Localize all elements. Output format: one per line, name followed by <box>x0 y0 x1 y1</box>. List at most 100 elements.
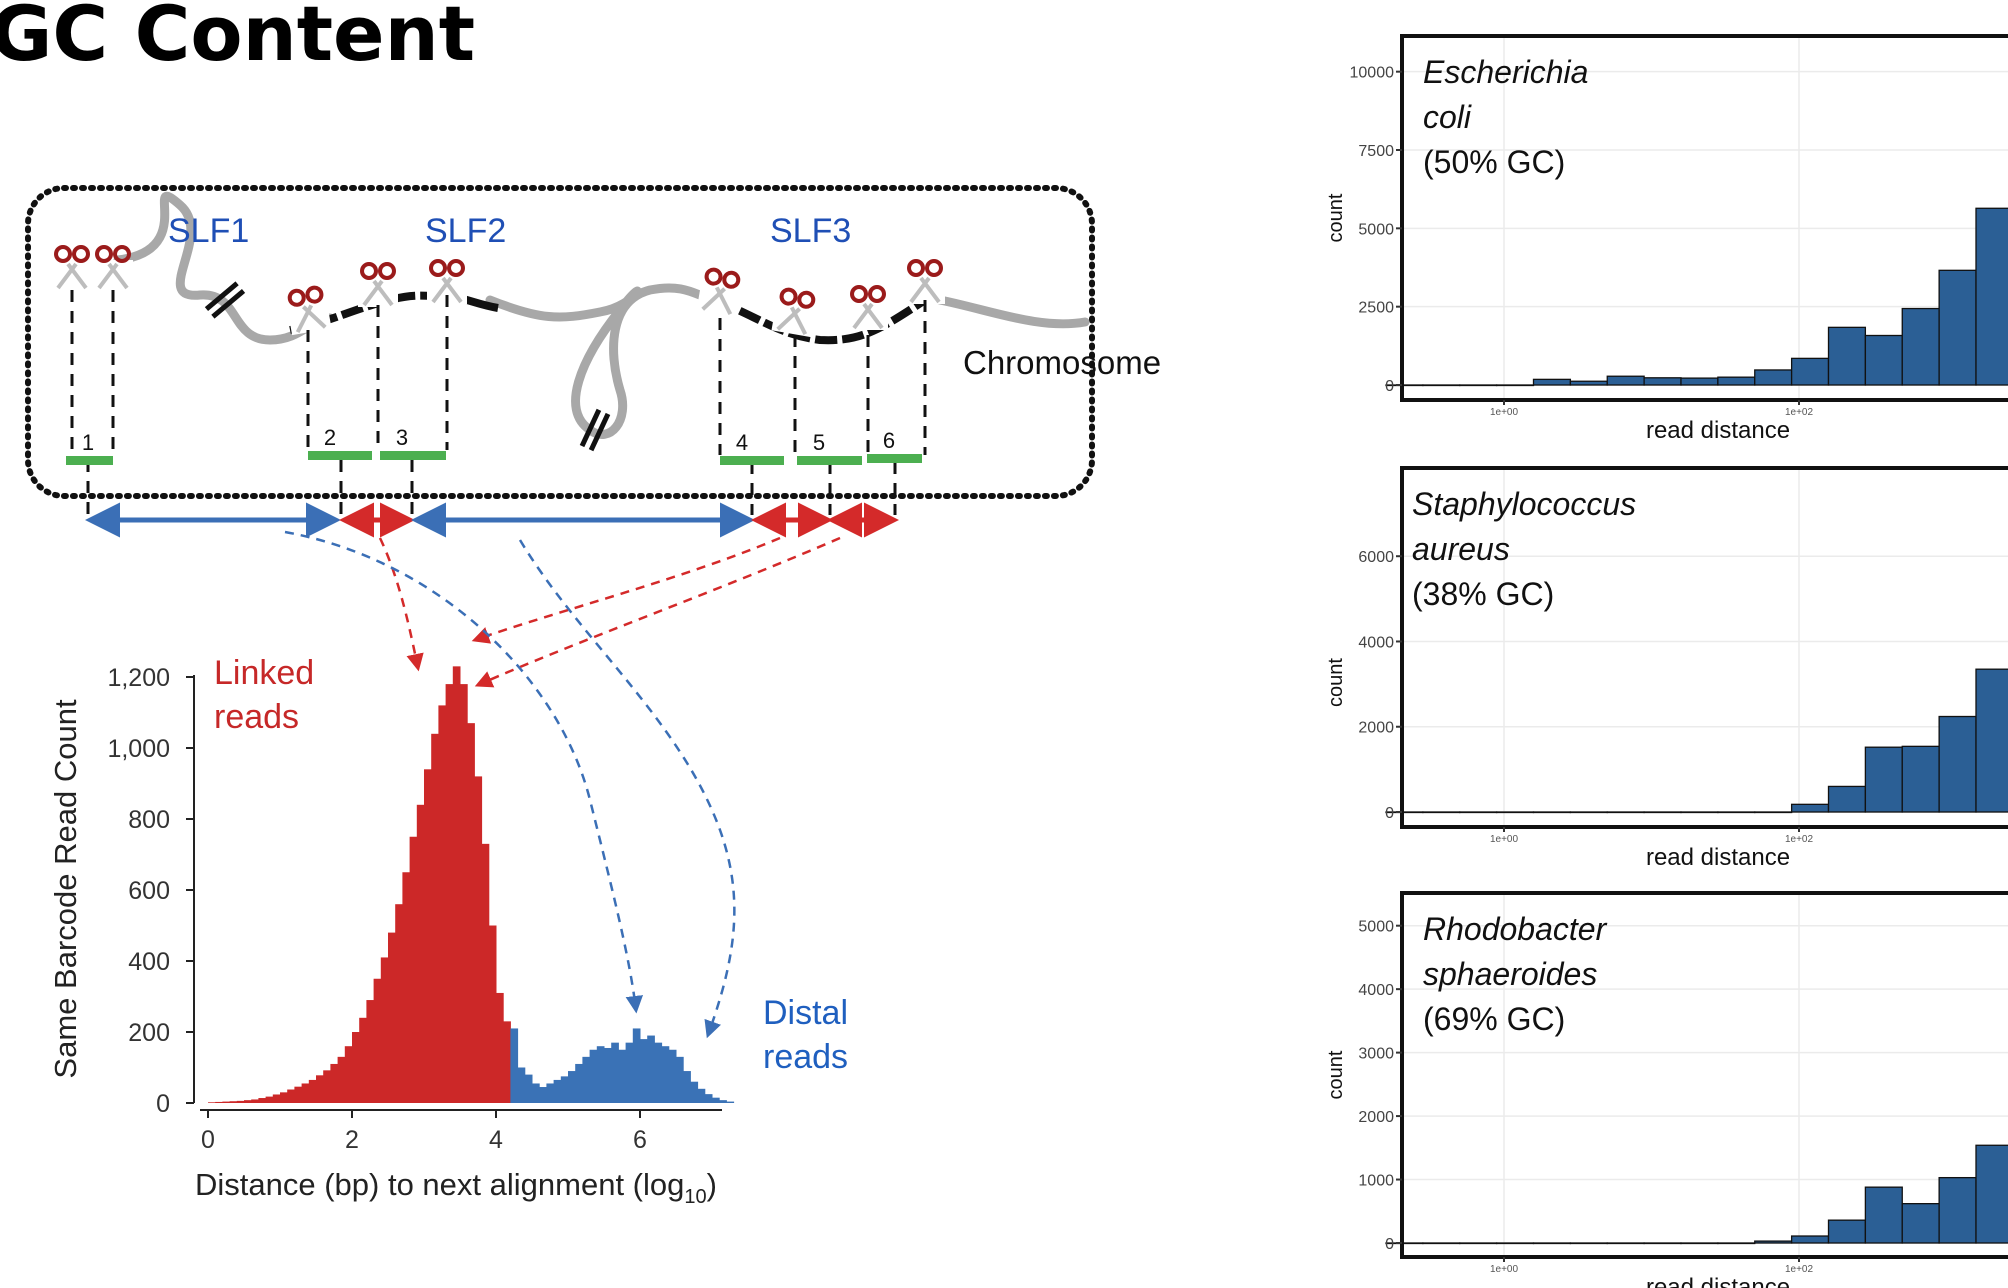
histogram-bar <box>1790 357 1830 386</box>
histogram-bar <box>1827 1219 1867 1244</box>
histogram-bar <box>1975 207 2008 386</box>
histogram-bar <box>640 1039 648 1103</box>
y-tick-label: 600 <box>128 877 170 905</box>
fragment-number: 5 <box>813 430 825 455</box>
histogram-bar <box>1532 378 1572 386</box>
histogram-bar <box>1901 1203 1940 1244</box>
histogram-bar <box>402 872 411 1103</box>
y-tick-label: 400 <box>128 948 170 976</box>
histogram-bar <box>222 1101 231 1103</box>
x-tick-label: 6 <box>633 1126 647 1154</box>
histogram-bar <box>524 1074 533 1103</box>
histogram-bar <box>496 992 504 1103</box>
species-name: Rhodobacter <box>1423 911 1608 947</box>
y-tick-label: 7500 <box>1358 143 1394 160</box>
gc-histograms: 0250050007500100001e+001e+021e+041e+06re… <box>1325 34 2008 1288</box>
pointer-curve <box>474 536 841 688</box>
fragment-bar <box>380 451 446 460</box>
histogram-bar <box>604 1047 612 1103</box>
histogram-bar <box>409 836 418 1103</box>
x-tick-label: 1e+02 <box>1785 834 1814 845</box>
pointer-curve <box>284 530 644 1014</box>
histogram-bar <box>215 1101 223 1103</box>
chromosome-schematic: 1 2 3 4 5 6 SLF1 SLF2 SLF3 Chromosome <box>25 185 1161 538</box>
histogram-bar <box>1864 1186 1903 1244</box>
pointer-curve <box>471 536 781 644</box>
x-tick-label: 1e+02 <box>1785 1264 1814 1275</box>
histogram-bar <box>618 1049 627 1103</box>
histogram-bar <box>280 1092 288 1103</box>
histogram-bar <box>1827 785 1867 813</box>
x-tick-label: 4 <box>489 1126 503 1154</box>
pointer-curve <box>378 537 424 672</box>
chromosome-label: Chromosome <box>963 344 1161 381</box>
histogram-bar <box>1717 811 1756 814</box>
fragment-bar <box>797 456 862 465</box>
histogram-bar <box>1717 1242 1756 1245</box>
x-axis-label: read distance <box>1646 844 1790 871</box>
x-tick-label: 1e+00 <box>1490 407 1519 418</box>
histogram-bar <box>445 684 454 1103</box>
histogram-bar <box>1754 369 1793 386</box>
histogram-bar <box>258 1098 267 1103</box>
histogram-bar <box>647 1035 655 1103</box>
histogram-bar <box>1680 1242 1719 1245</box>
fragment-number: 3 <box>396 425 408 450</box>
histogram-bar <box>1495 384 1535 387</box>
y-tick-label: 1,200 <box>107 664 170 692</box>
histogram-bar <box>1754 1240 1793 1244</box>
histogram-bar <box>1643 1242 1682 1245</box>
histogram-bar <box>208 1102 216 1103</box>
histogram-bar <box>337 1056 346 1103</box>
gc-histogram-panel: 0250050007500100001e+001e+021e+041e+06re… <box>1325 34 2008 444</box>
histogram-bar <box>1459 811 1498 814</box>
histogram-bar <box>532 1083 540 1103</box>
scissors-icon <box>771 287 817 338</box>
fragment-number: 2 <box>324 425 336 450</box>
chromosome-strand <box>113 191 335 345</box>
histogram-bar <box>373 978 382 1103</box>
y-tick-label: 5000 <box>1358 919 1394 936</box>
histogram-bar <box>1938 715 1977 813</box>
x-tick-label: 1e+00 <box>1490 834 1519 845</box>
histogram-bar <box>1790 803 1830 813</box>
histogram-bar <box>1569 380 1608 386</box>
y-tick-label: 4000 <box>1358 982 1394 999</box>
histogram-bar <box>1643 377 1682 386</box>
histogram-bar <box>452 666 461 1103</box>
histogram-bar <box>1864 334 1903 386</box>
scissors-icon <box>93 245 133 290</box>
y-tick-label: 2500 <box>1358 300 1394 317</box>
x-axis-label: Distance (bp) to next alignment (log10) <box>195 1167 717 1208</box>
y-tick-label: 800 <box>128 806 170 834</box>
break-mark-icon <box>204 281 246 319</box>
histogram-bar <box>244 1100 252 1103</box>
histogram-bar <box>668 1049 677 1103</box>
y-tick-label: 200 <box>128 1019 170 1047</box>
histogram-bar <box>1606 375 1645 386</box>
fragment-number: 6 <box>883 428 895 453</box>
y-tick-label: 2000 <box>1358 1109 1394 1126</box>
histogram-bar <box>719 1100 727 1103</box>
x-axis-label: read distance <box>1646 417 1790 444</box>
panel-frame <box>1400 34 2008 402</box>
histogram-bar <box>1975 668 2008 813</box>
y-tick-label: 1,000 <box>107 735 170 763</box>
y-tick-label: 0 <box>1385 1236 1394 1253</box>
histogram-bar <box>251 1099 259 1103</box>
histogram-bar <box>1459 1242 1498 1245</box>
y-tick-label: 3000 <box>1358 1046 1394 1063</box>
histogram-bar <box>1532 811 1572 814</box>
histogram-bar <box>438 705 447 1103</box>
histogram-bar <box>683 1071 691 1103</box>
histogram-bar <box>1422 384 1461 387</box>
histogram-bar <box>1495 1242 1535 1245</box>
y-tick-label: 1000 <box>1358 1173 1394 1190</box>
histogram-bar <box>467 723 475 1103</box>
histogram-bar <box>1459 384 1498 387</box>
histogram-bar <box>539 1087 547 1103</box>
species-name: sphaeroides <box>1423 956 1597 992</box>
histogram-bar <box>1422 1242 1461 1245</box>
x-axis-label: read distance <box>1646 1274 1790 1288</box>
histogram-bar <box>1864 746 1903 813</box>
